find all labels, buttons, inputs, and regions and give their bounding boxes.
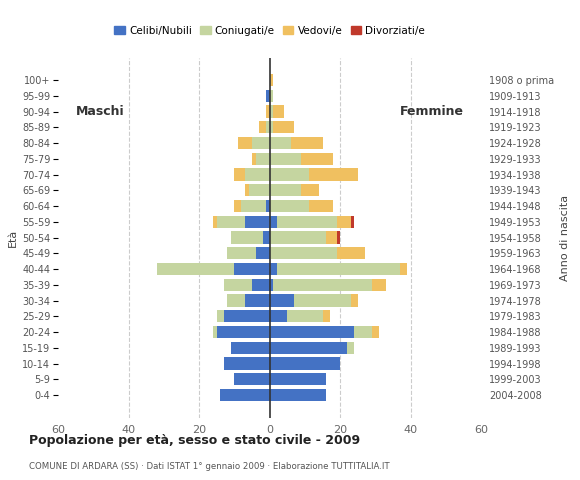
Bar (241, 200, 266, 212)
Bar (270, 184, 302, 196)
Bar (224, 310, 270, 323)
Bar (295, 294, 351, 307)
Bar (213, 216, 217, 228)
Text: Popolazione per età, sesso e stato civile - 2009: Popolazione per età, sesso e stato civil… (29, 434, 360, 447)
Bar (238, 137, 252, 149)
Bar (337, 231, 340, 244)
Bar (273, 279, 372, 291)
Bar (227, 294, 245, 307)
Bar (372, 326, 379, 338)
Bar (266, 90, 270, 102)
Text: COMUNE DI ARDARA (SS) · Dati ISTAT 1° gennaio 2009 · Elaborazione TUTTITALIA.IT: COMUNE DI ARDARA (SS) · Dati ISTAT 1° ge… (29, 462, 390, 471)
Bar (227, 247, 256, 260)
Legend: Celibi/Nubili, Coniugati/e, Vedovi/e, Divorziati/e: Celibi/Nubili, Coniugati/e, Vedovi/e, Di… (110, 22, 429, 40)
Bar (270, 231, 326, 244)
Bar (277, 263, 400, 275)
Bar (266, 106, 270, 118)
Bar (270, 389, 326, 401)
Bar (309, 200, 333, 212)
Bar (270, 121, 273, 133)
Text: Femmine: Femmine (400, 105, 464, 118)
Bar (270, 294, 295, 307)
Bar (245, 168, 270, 181)
Bar (270, 247, 337, 260)
Bar (270, 74, 273, 86)
Bar (157, 263, 234, 275)
Bar (252, 137, 270, 149)
Bar (273, 106, 284, 118)
Bar (270, 279, 273, 291)
Text: Maschi: Maschi (75, 105, 124, 118)
Bar (270, 342, 347, 354)
Bar (234, 263, 270, 275)
Bar (337, 216, 351, 228)
Bar (302, 184, 319, 196)
Bar (231, 231, 263, 244)
Bar (326, 231, 337, 244)
Y-axis label: Età: Età (8, 228, 18, 247)
Bar (266, 200, 270, 212)
Bar (291, 137, 322, 149)
Bar (263, 231, 270, 244)
Bar (256, 247, 270, 260)
Y-axis label: Anno di nascita: Anno di nascita (560, 194, 570, 281)
Bar (270, 106, 273, 118)
Bar (213, 326, 217, 338)
Bar (224, 279, 252, 291)
Bar (302, 153, 333, 165)
Bar (270, 326, 354, 338)
Bar (270, 168, 309, 181)
Bar (270, 310, 287, 323)
Bar (270, 90, 273, 102)
Bar (270, 216, 277, 228)
Bar (270, 137, 291, 149)
Bar (347, 342, 354, 354)
Bar (372, 279, 386, 291)
Bar (234, 168, 245, 181)
Bar (217, 326, 270, 338)
Bar (351, 294, 358, 307)
Bar (337, 247, 365, 260)
Bar (270, 358, 340, 370)
Bar (277, 216, 337, 228)
Bar (220, 389, 270, 401)
Bar (322, 310, 329, 323)
Bar (400, 263, 407, 275)
Bar (270, 200, 309, 212)
Bar (234, 200, 241, 212)
Bar (270, 153, 302, 165)
Bar (248, 184, 270, 196)
Bar (270, 263, 277, 275)
Bar (259, 121, 266, 133)
Bar (309, 168, 358, 181)
Bar (273, 121, 295, 133)
Bar (245, 184, 248, 196)
Bar (266, 121, 270, 133)
Bar (245, 294, 270, 307)
Bar (217, 310, 224, 323)
Bar (224, 358, 270, 370)
Bar (351, 216, 354, 228)
Bar (245, 216, 270, 228)
Bar (354, 326, 372, 338)
Bar (231, 342, 270, 354)
Bar (270, 373, 326, 385)
Bar (234, 373, 270, 385)
Bar (256, 153, 270, 165)
Bar (252, 153, 256, 165)
Bar (252, 279, 270, 291)
Bar (287, 310, 322, 323)
Bar (217, 216, 245, 228)
